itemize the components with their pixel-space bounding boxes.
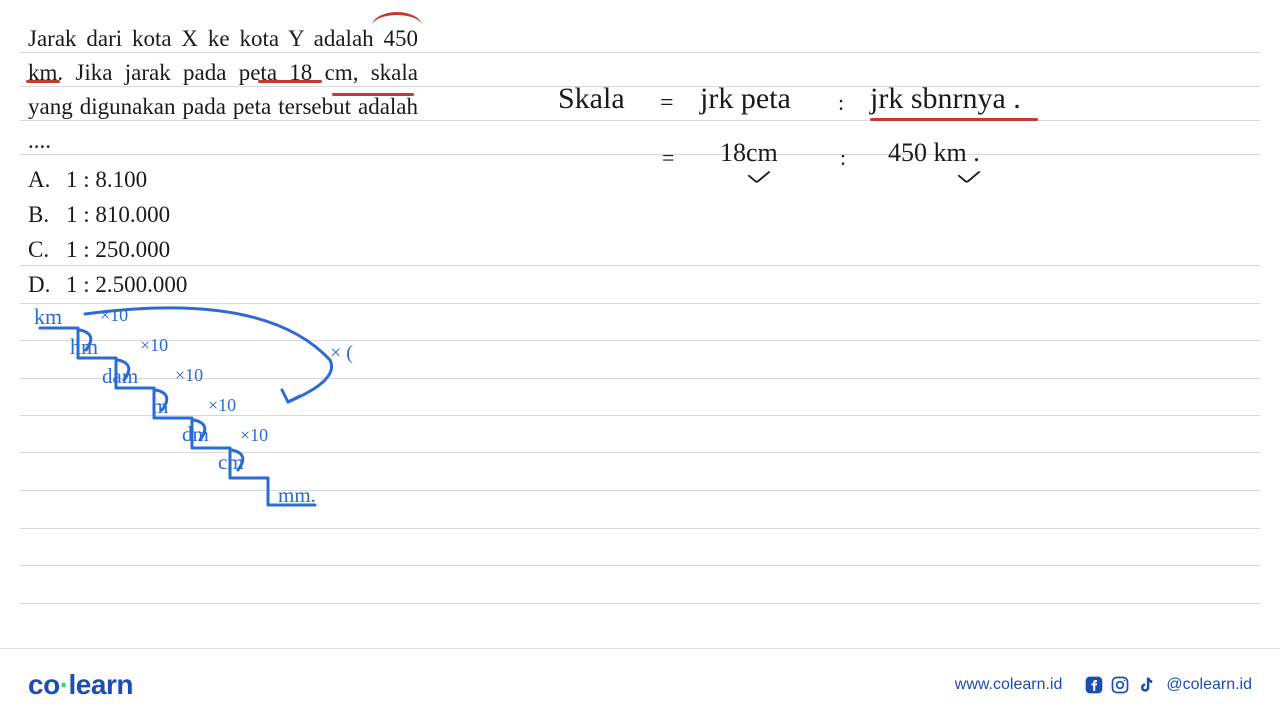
stair-big-label: × ( — [330, 342, 353, 365]
red-underline-sbnrnya — [870, 118, 1038, 121]
logo-dot: · — [60, 669, 69, 700]
hw-colon-2: : — [840, 145, 846, 171]
option-value: 1 : 250.000 — [66, 232, 170, 267]
option-letter: B. — [28, 197, 66, 232]
facebook-icon[interactable] — [1084, 675, 1104, 695]
stair-x10-5: ×10 — [240, 425, 268, 446]
stair-x10-4: ×10 — [208, 395, 236, 416]
tiktok-icon[interactable] — [1136, 675, 1156, 695]
stair-x10-3: ×10 — [175, 365, 203, 386]
stair-x10-1: ×10 — [100, 305, 128, 326]
answer-options: A. 1 : 8.100 B. 1 : 810.000 C. 1 : 250.0… — [28, 162, 187, 302]
option-d: D. 1 : 2.500.000 — [28, 267, 187, 302]
social-handle[interactable]: @colearn.id — [1166, 676, 1252, 694]
brand-logo: co·learn — [28, 669, 133, 701]
hw-450km: 450 km . — [888, 138, 980, 168]
stair-unit-dm: dm — [182, 422, 209, 447]
red-arc-annotation — [372, 12, 422, 26]
stair-unit-km: km — [34, 304, 62, 330]
hw-jrk-peta: jrk peta — [700, 82, 791, 116]
logo-part-1: co — [28, 669, 60, 700]
hw-colon-1: : — [838, 90, 844, 116]
hw-eq-2: = — [662, 145, 674, 171]
hw-jrk-sbnrnya: jrk sbnrnya . — [870, 82, 1021, 116]
red-overline-tersebut — [332, 93, 414, 96]
footer-url[interactable]: www.colearn.id — [955, 676, 1063, 694]
option-letter: D. — [28, 267, 66, 302]
option-value: 1 : 810.000 — [66, 197, 170, 232]
hw-18cm: 18cm — [720, 138, 778, 168]
logo-part-2: learn — [69, 669, 133, 700]
option-c: C. 1 : 250.000 — [28, 232, 187, 267]
question-text: Jarak dari kota X ke kota Y adalah 450 k… — [28, 22, 418, 158]
footer-right: www.colearn.id @colearn.id — [955, 675, 1252, 695]
stair-unit-dam: dam — [102, 364, 138, 389]
red-underline-km — [26, 80, 60, 83]
option-value: 1 : 2.500.000 — [66, 267, 187, 302]
stair-unit-m: m — [152, 394, 168, 419]
stair-unit-mm: mm. — [278, 483, 316, 508]
option-letter: A. — [28, 162, 66, 197]
red-underline-18cm — [258, 80, 322, 83]
stair-unit-hm: hm — [70, 334, 98, 360]
option-b: B. 1 : 810.000 — [28, 197, 187, 232]
footer: co·learn www.colearn.id @colearn.id — [0, 648, 1280, 720]
instagram-icon[interactable] — [1110, 675, 1130, 695]
option-letter: C. — [28, 232, 66, 267]
hw-eq-1: = — [660, 90, 674, 117]
hw-skala-label: Skala — [558, 82, 625, 116]
option-a: A. 1 : 8.100 — [28, 162, 187, 197]
stair-x10-2: ×10 — [140, 335, 168, 356]
stair-unit-cm: cm — [218, 450, 244, 475]
social-links: @colearn.id — [1084, 675, 1252, 695]
option-value: 1 : 8.100 — [66, 162, 147, 197]
